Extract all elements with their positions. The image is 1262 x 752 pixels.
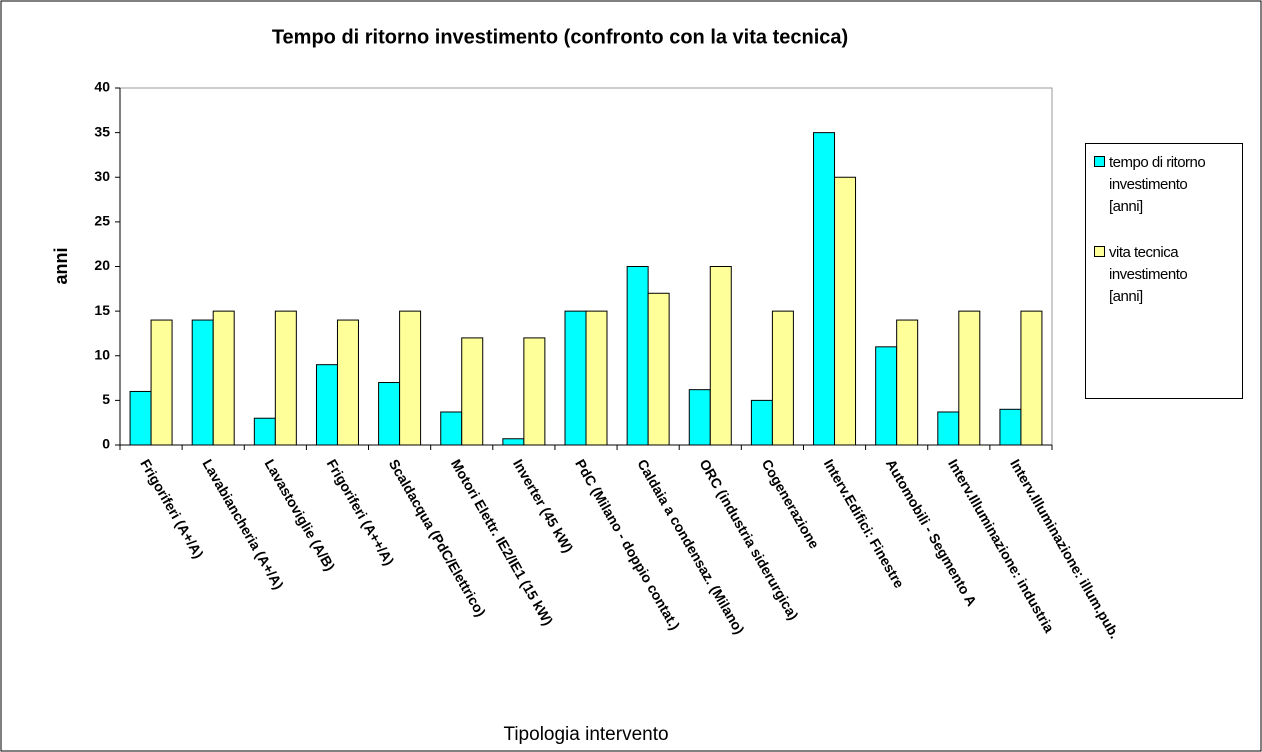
bar — [585, 310, 608, 446]
y-tick-label: 25 — [94, 213, 110, 229]
bar — [564, 310, 587, 446]
bar — [750, 399, 773, 446]
bar — [502, 438, 525, 446]
bar — [440, 411, 463, 446]
bar — [523, 337, 546, 446]
legend-item: vita tecnica investimento [anni] — [1094, 242, 1238, 308]
legend-label: vita tecnica investimento [anni] — [1109, 244, 1188, 305]
bar — [937, 411, 960, 446]
bar — [1020, 310, 1043, 446]
bar — [129, 390, 152, 446]
bar — [875, 346, 898, 446]
bar — [399, 310, 422, 446]
legend: tempo di ritorno investimento [anni] vita… — [1085, 143, 1243, 399]
bar — [813, 132, 836, 446]
y-tick-label: 5 — [102, 391, 110, 407]
bar — [896, 319, 919, 446]
legend-swatch — [1094, 246, 1105, 257]
bar — [212, 310, 235, 446]
bar — [999, 408, 1022, 446]
y-tick-label: 10 — [94, 346, 110, 362]
bar — [150, 319, 173, 446]
bar — [709, 266, 732, 446]
legend-item: tempo di ritorno investimento [anni] — [1094, 152, 1238, 218]
bar — [315, 364, 338, 446]
chart-title: Tempo di ritorno investimento (confronto… — [272, 26, 848, 48]
bar — [626, 266, 649, 446]
bar — [378, 382, 401, 446]
x-axis-label: Tipologia intervento — [503, 724, 668, 745]
bar — [958, 310, 981, 446]
y-tick-label: 15 — [94, 302, 110, 318]
y-axis-label: anni — [51, 247, 71, 284]
legend-swatch — [1094, 156, 1105, 167]
bar — [688, 389, 711, 446]
bar — [274, 310, 297, 446]
y-tick-label: 30 — [94, 168, 110, 184]
bar — [461, 337, 484, 446]
bar — [191, 319, 214, 446]
y-tick-label: 0 — [102, 436, 110, 452]
bar — [834, 176, 857, 446]
bar — [253, 417, 276, 446]
bar — [647, 292, 670, 446]
bar — [771, 310, 794, 446]
y-tick-label: 20 — [94, 257, 110, 273]
bar — [336, 319, 359, 446]
y-tick-label: 40 — [94, 79, 110, 95]
y-tick-label: 35 — [94, 123, 110, 139]
legend-label: tempo di ritorno investimento [anni] — [1109, 154, 1206, 215]
